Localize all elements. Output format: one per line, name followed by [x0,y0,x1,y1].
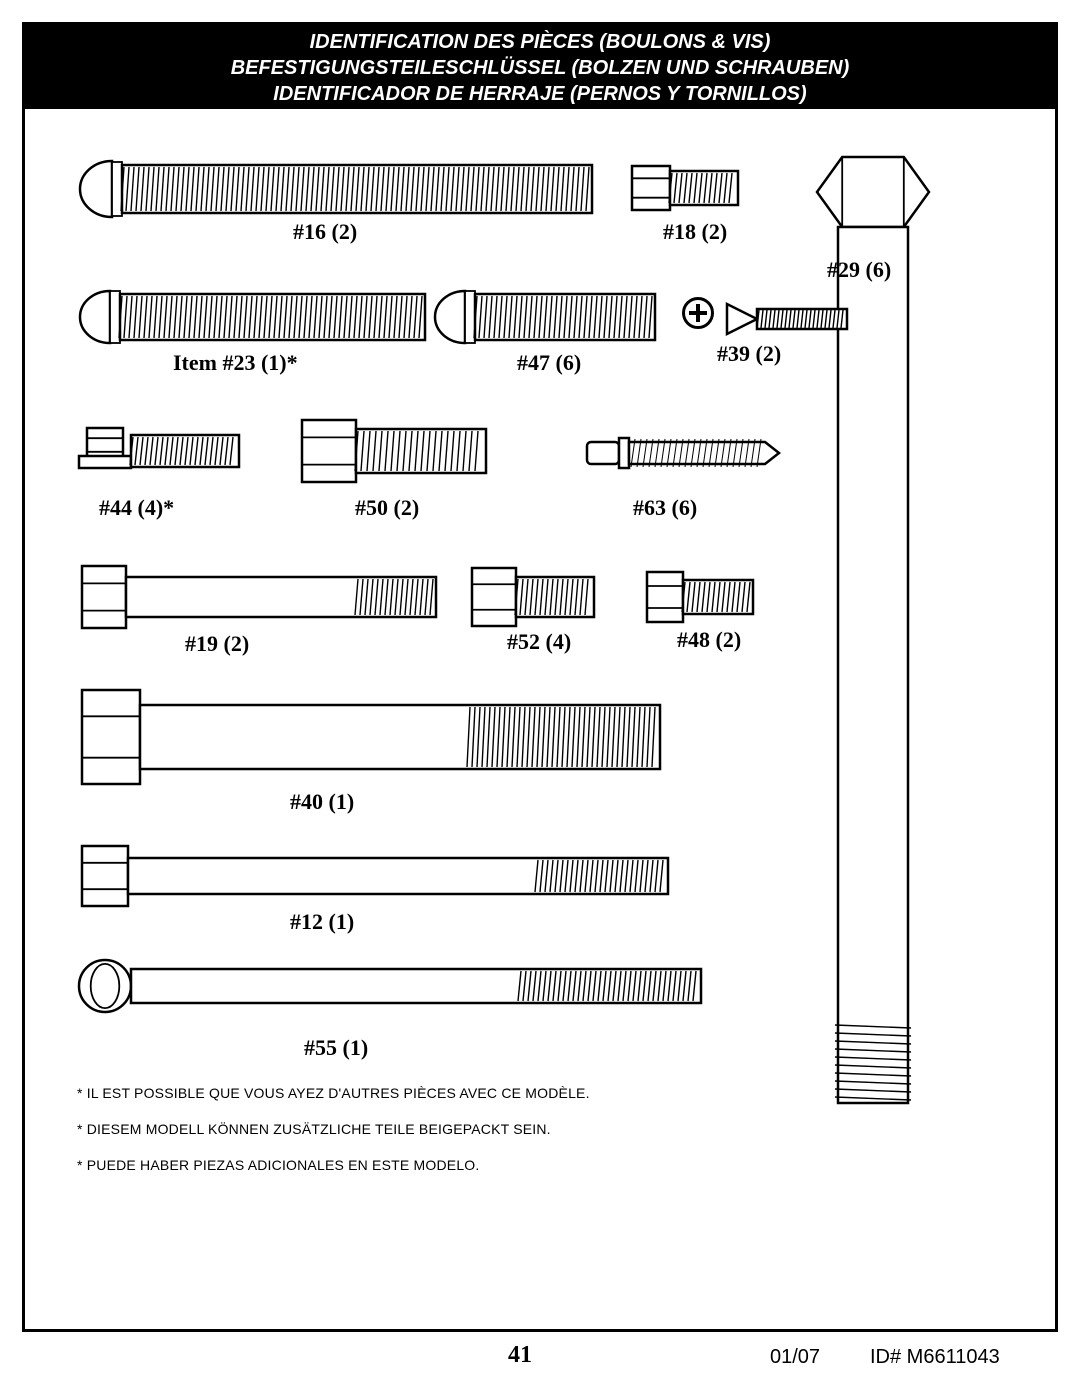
phillips-icon [682,297,714,329]
hw-p16 [80,155,592,223]
footer-date: 01/07 [770,1346,820,1369]
label-p16: #16 (2) [293,219,357,245]
header-fr: IDENTIFICATION DES PIÈCES (BOULONS & VIS… [25,29,1055,55]
hw-p63 [585,431,793,475]
label-p18: #18 (2) [663,219,727,245]
label-p19: #19 (2) [185,631,249,657]
hw-p50 [300,417,490,485]
label-p23: Item #23 (1)* [173,350,298,376]
label-p47: #47 (6) [517,350,581,376]
header-band: IDENTIFICATION DES PIÈCES (BOULONS & VIS… [25,25,1055,109]
hw-p12 [80,843,672,909]
label-p50: #50 (2) [355,495,419,521]
footnote-es: * PUEDE HABER PIEZAS ADICIONALES EN ESTE… [77,1157,479,1173]
hw-p55 [75,955,705,1017]
footnote-fr: * IL EST POSSIBLE QUE VOUS AYEZ D'AUTRES… [77,1085,590,1101]
hw-p29 [813,153,933,1109]
hw-p48 [645,569,757,625]
label-p55: #55 (1) [304,1035,368,1061]
hw-p44 [77,423,243,479]
hw-p52 [470,565,598,629]
label-p48: #48 (2) [677,627,741,653]
hw-p47 [435,285,655,349]
hw-p23 [80,285,425,349]
label-p63: #63 (6) [633,495,697,521]
hw-p40 [80,687,664,787]
header-de: BEFESTIGUNGSTEILESCHLÜSSEL (BOLZEN UND S… [25,55,1055,81]
header-es: IDENTIFICADOR DE HERRAJE (PERNOS Y TORNI… [25,81,1055,107]
hw-p39 [725,301,851,337]
label-p39: #39 (2) [717,341,781,367]
label-p29: #29 (6) [827,257,891,283]
hw-p18 [630,163,742,213]
label-p52: #52 (4) [507,629,571,655]
page-number: 41 [508,1342,532,1369]
label-p44: #44 (4)* [99,495,174,521]
label-p40: #40 (1) [290,789,354,815]
footer-id: ID# M6611043 [870,1346,1000,1369]
label-p12: #12 (1) [290,909,354,935]
footnote-de: * DIESEM MODELL KÖNNEN ZUSÄTZLICHE TEILE… [77,1121,551,1137]
hw-p19 [80,563,440,631]
page-frame: IDENTIFICATION DES PIÈCES (BOULONS & VIS… [22,22,1058,1332]
